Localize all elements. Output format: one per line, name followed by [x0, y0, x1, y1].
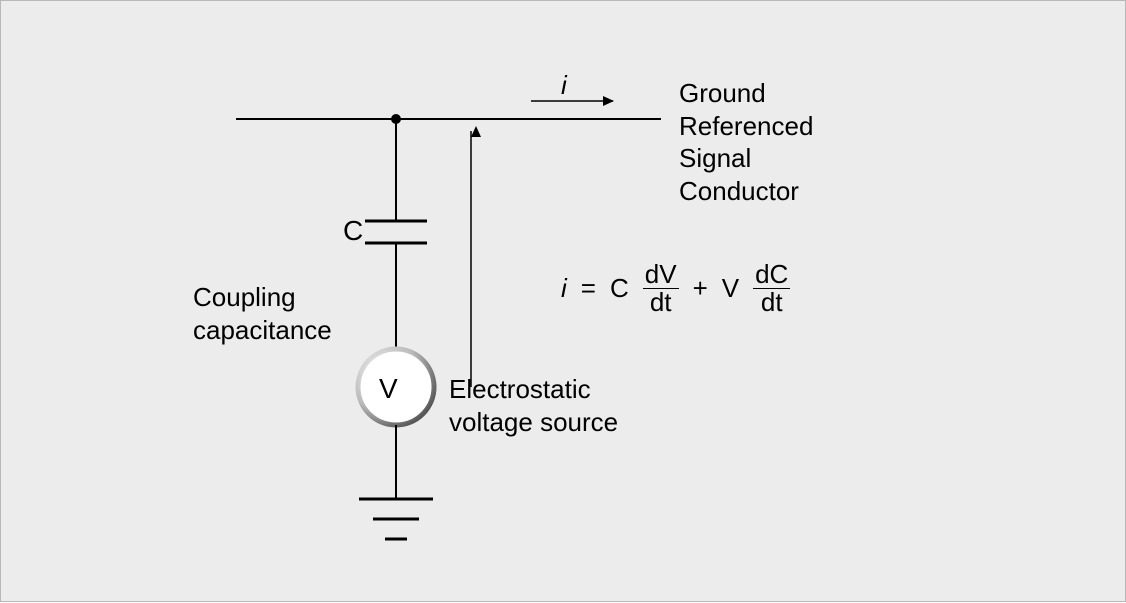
- eq-lhs: i: [561, 273, 567, 304]
- electrostatic-line1: Electrostatic: [449, 374, 591, 404]
- electrostatic-line2: voltage source: [449, 407, 618, 437]
- electrostatic-source-label: Electrostatic voltage source: [449, 373, 618, 438]
- eq-equals: =: [581, 273, 596, 304]
- eq-term2-frac: dC dt: [753, 261, 790, 317]
- ground-ref-line2: Referenced: [679, 111, 813, 141]
- capacitor-label: C: [343, 213, 363, 248]
- coupling-line1: Coupling: [193, 282, 296, 312]
- current-label: i: [561, 69, 567, 102]
- equation: i = C dV dt + V dC dt: [561, 261, 790, 317]
- diagram-frame: i Ground Referenced Signal Conductor C C…: [0, 0, 1126, 602]
- coupling-capacitance-label: Coupling capacitance: [193, 281, 332, 346]
- eq-plus: +: [693, 273, 708, 304]
- ground-ref-line1: Ground: [679, 78, 766, 108]
- ground-ref-line4: Conductor: [679, 176, 799, 206]
- eq-term2-num: dC: [753, 261, 790, 289]
- ground-ref-label: Ground Referenced Signal Conductor: [679, 77, 813, 207]
- eq-term1-coef: C: [610, 273, 629, 304]
- eq-term2-coef: V: [722, 273, 739, 304]
- eq-term2-den: dt: [759, 289, 785, 316]
- coupling-line2: capacitance: [193, 315, 332, 345]
- ground-ref-line3: Signal: [679, 143, 751, 173]
- voltage-source-letter: V: [379, 371, 398, 406]
- eq-term1-den: dt: [648, 289, 674, 316]
- eq-term1-num: dV: [643, 261, 679, 289]
- eq-term1-frac: dV dt: [643, 261, 679, 317]
